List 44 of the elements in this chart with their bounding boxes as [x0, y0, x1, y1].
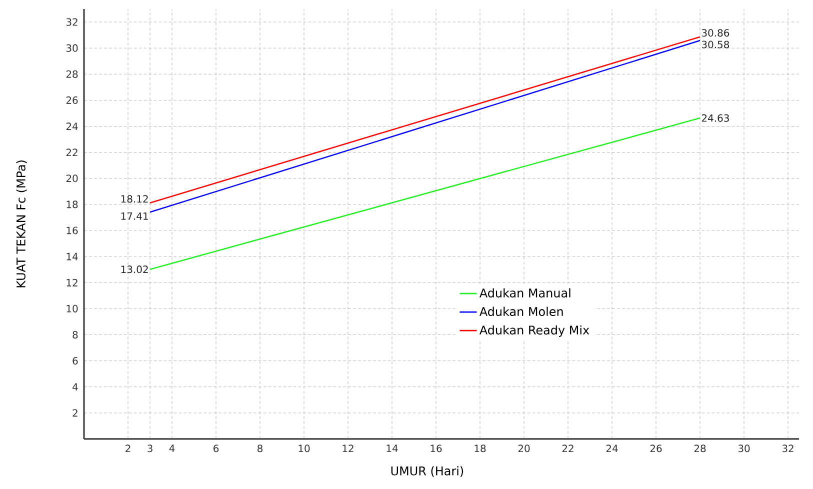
x-tick-label: 10: [298, 444, 310, 452]
x-tick-label: 20: [518, 444, 530, 452]
x-tick-label: 28: [694, 444, 706, 452]
x-axis-title: UMUR (Hari): [391, 466, 464, 477]
data-label: 18.12: [121, 195, 148, 203]
x-tick-label: 2: [126, 444, 130, 452]
x-tick-label: 26: [650, 444, 662, 452]
x-tick-label: 30: [738, 444, 750, 452]
x-tick-label: 24: [606, 444, 618, 452]
data-label: 13.02: [121, 266, 148, 274]
y-tick-label: 26: [66, 96, 78, 104]
data-label: 30.58: [702, 40, 730, 48]
x-tick-label: 22: [562, 444, 574, 452]
x-tick-label: 18: [474, 444, 486, 452]
x-tick-label: 12: [342, 444, 354, 452]
legend-label: Adukan Manual: [479, 288, 570, 298]
y-tick-label: 10: [66, 304, 78, 312]
y-tick-label: 2: [72, 409, 78, 417]
legend-label: Adukan Ready Mix: [479, 325, 590, 337]
x-tick-label: 32: [782, 444, 794, 452]
data-label: 30.86: [702, 29, 730, 37]
x-tick-label: 8: [258, 444, 262, 452]
y-tick-label: 20: [66, 174, 78, 182]
legend-label: Adukan Molen: [479, 306, 563, 316]
y-tick-label: 32: [66, 18, 78, 26]
y-tick-label: 12: [66, 278, 78, 286]
y-tick-label: 16: [66, 226, 78, 234]
data-label: 17.41: [121, 212, 148, 220]
data-label: 24.63: [702, 114, 729, 122]
y-tick-label: 24: [66, 122, 78, 130]
y-tick-label: 4: [72, 383, 78, 390]
x-tick-label: 16: [430, 444, 442, 452]
y-tick-label: 18: [66, 200, 78, 208]
y-tick-label: 22: [66, 148, 78, 156]
y-tick-label: 30: [66, 44, 78, 52]
y-tick-label: 28: [66, 70, 78, 78]
y-tick-label: 6: [72, 357, 78, 365]
x-tick-label: 4: [169, 444, 175, 452]
y-tick-label: 14: [66, 252, 78, 260]
x-tick-label: 14: [386, 444, 398, 452]
x-tick-label: 6: [214, 444, 219, 452]
x-tick-label: 3: [148, 444, 152, 452]
y-tick-label: 8: [72, 330, 78, 339]
y-axis-title: KUAT TEKAN Fc (MPa): [16, 160, 27, 288]
